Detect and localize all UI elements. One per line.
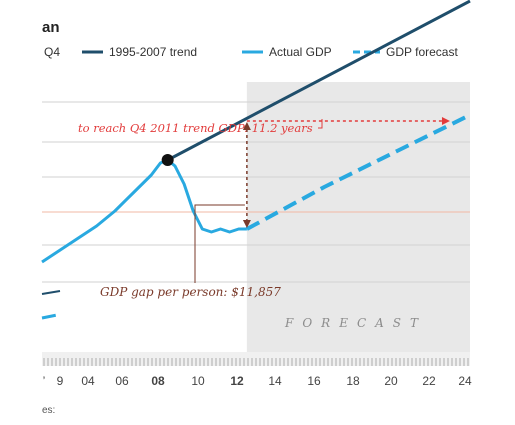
- x-axis-minor-ticks: [43, 358, 469, 366]
- peak-marker: [161, 154, 174, 166]
- x-tick-label: 12: [230, 374, 244, 388]
- forecast-shading: [246, 82, 470, 352]
- legend-label-actual: Actual GDP: [269, 45, 332, 59]
- forecast-stub-1: [41, 312, 63, 320]
- legend-lead-label: Q4: [44, 45, 60, 59]
- x-tick-label: ’: [43, 374, 46, 388]
- gdp-gap-label: GDP gap per person: $11,857: [100, 285, 281, 299]
- x-tick-label: 24: [458, 374, 472, 388]
- legend: Q4 1995-2007 trend Actual GDP GDP foreca…: [44, 45, 458, 59]
- x-tick-label: 9: [57, 374, 64, 388]
- series-layer: [41, 0, 471, 320]
- legend-label-trend: 1995-2007 trend: [109, 45, 197, 59]
- trend-gap-leader: [318, 119, 323, 129]
- x-tick-label: 22: [422, 374, 436, 388]
- trend-stub-1: [41, 290, 61, 295]
- x-tick-label: 20: [384, 374, 398, 388]
- series-line-forecast: [245, 113, 471, 231]
- x-tick-label: 08: [151, 374, 165, 388]
- gdp-gap-leader: [194, 204, 245, 283]
- x-tick-label: 16: [307, 374, 321, 388]
- x-tick-label: 04: [81, 374, 95, 388]
- x-tick-label: 10: [191, 374, 205, 388]
- gdp-gap-arrowhead-top: [242, 122, 251, 130]
- series-line-trend: [167, 0, 471, 162]
- x-axis-tick-labels: ’ 9 04 06 08 10 12 14 16 18 20 22 24: [43, 374, 472, 388]
- plot-area: FORECAST to reach Q4 2011 trend GDP: 11.…: [41, 0, 472, 388]
- gridlines: [42, 101, 470, 283]
- legend-label-forecast: GDP forecast: [386, 45, 458, 59]
- trend-gap-arrowhead: [441, 117, 450, 125]
- x-tick-label: 06: [115, 374, 129, 388]
- gdp-gap-arrowhead-bottom: [242, 220, 251, 228]
- footnote-fragment: es:: [42, 405, 55, 416]
- x-tick-label: 14: [268, 374, 282, 388]
- chart-title-fragment: an: [42, 19, 60, 36]
- x-tick-label: 18: [346, 374, 360, 388]
- forecast-label: FORECAST: [284, 316, 427, 330]
- annotation-layer: to reach Q4 2011 trend GDP: 11.2 years GD…: [78, 117, 450, 299]
- trend-gap-label: to reach Q4 2011 trend GDP: 11.2 years: [78, 121, 313, 135]
